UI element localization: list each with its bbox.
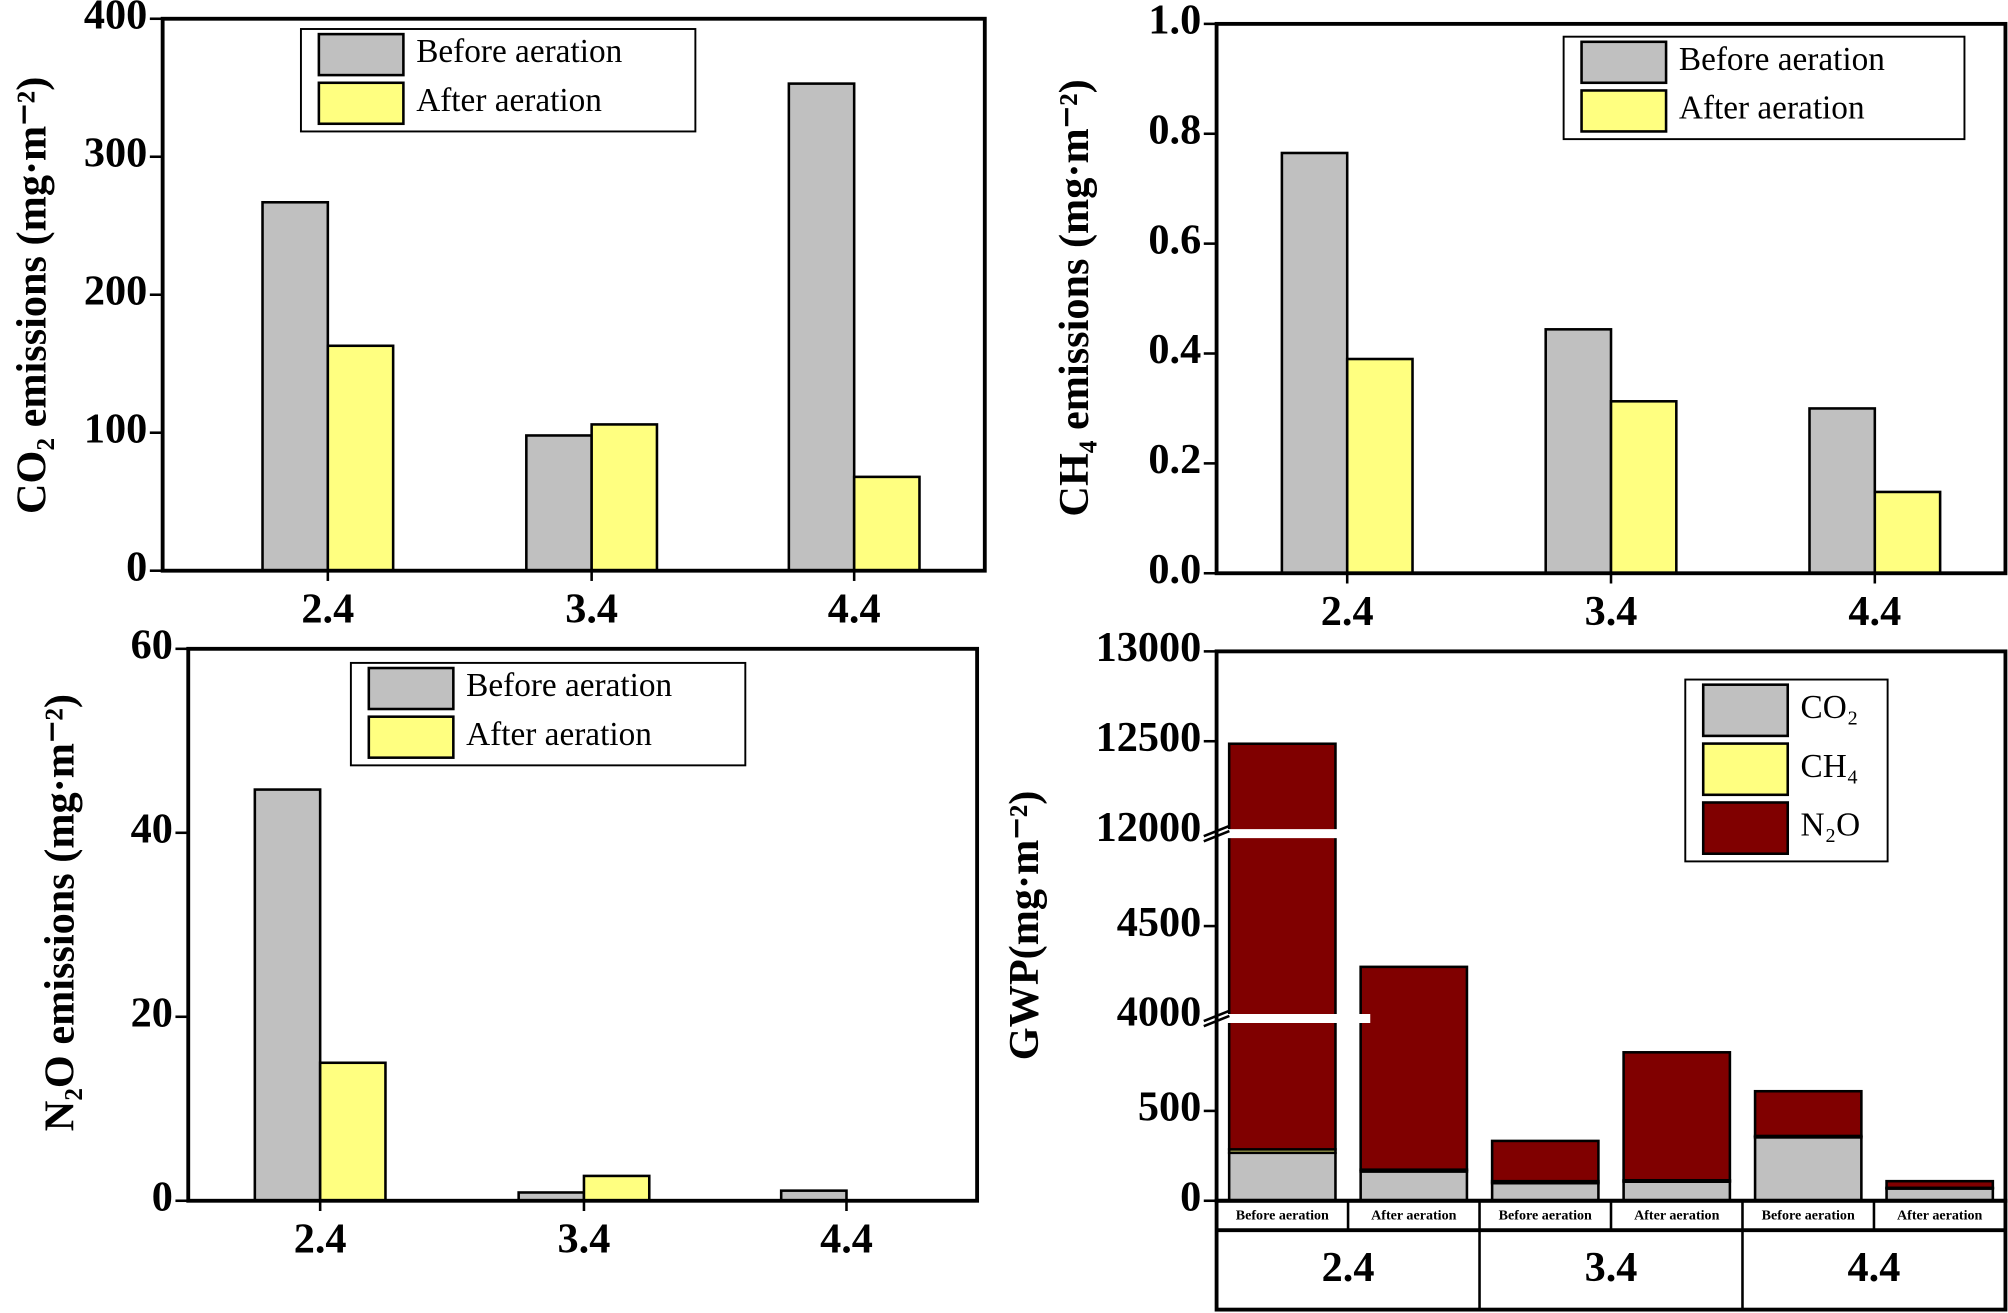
legend-swatch [1580,40,1668,85]
bar-segment [1490,1139,1600,1183]
bar-segment [1359,1170,1469,1203]
legend-label: Before aeration [416,33,622,70]
y-tick-label: 400 [84,0,147,38]
y-tick-label: 12500 [1096,714,1202,761]
y-tick-label: 0.4 [1148,326,1201,373]
y-tick-label: 13000 [1096,624,1202,671]
bar [1808,407,1877,575]
plot-frame [1214,21,2008,576]
y-tick-label: 60 [131,622,173,669]
bar-segment [1885,1179,1995,1190]
y-tick-label: 20 [131,989,173,1036]
legend-swatch [367,715,455,759]
x-tick-label: 2.4 [294,1216,347,1263]
legend-label: After aeration [466,716,652,753]
bar-segment [1622,1051,1732,1182]
y-tick-label: 1.0 [1148,0,1201,44]
legend-label: CO₂ [1801,689,1859,726]
bar-segment [1490,1181,1600,1203]
y-tick-label: 0.2 [1148,436,1201,483]
bar [253,788,322,1203]
legend-label: Before aeration [1679,41,1885,78]
bar-segment [1622,1180,1732,1203]
y-tick-label: 40 [131,806,173,853]
x-tick-label: 3.4 [558,1216,611,1263]
bar-segment [1753,1089,1863,1138]
x-sub-label: After aeration [1371,1207,1457,1223]
x-tick-label: 3.4 [1585,588,1638,635]
bar-segment [1359,965,1469,1171]
x-group-label: 3.4 [1585,1244,1638,1291]
x-tick-label: 2.4 [301,586,354,633]
x-sub-label: Before aeration [1236,1207,1329,1223]
bar [1873,490,1942,575]
x-tick-label: 4.4 [820,1216,873,1263]
x-tick-label: 4.4 [828,586,881,633]
y-axis-label: GWP(mg·m⁻²) [1001,791,1048,1061]
x-tick-label: 3.4 [565,586,618,633]
y-axis-label: N₂O emissions (mg·m⁻²) [37,694,84,1131]
bar-segment [1753,1136,1863,1203]
bar [525,434,593,572]
x-sub-label: After aeration [1634,1207,1720,1223]
bar [1544,328,1613,575]
bar-segment [1227,742,1337,1151]
bar [590,423,659,572]
y-tick-label: 0 [152,1173,173,1220]
x-tick-label: 4.4 [1848,588,1901,635]
x-sub-label: After aeration [1897,1207,1983,1223]
x-group-label: 2.4 [1322,1244,1375,1291]
legend-label: Before aeration [466,667,672,704]
y-tick-label: 300 [84,129,147,176]
legend-label: After aeration [416,82,602,119]
y-axis-label: CH₄ emissions (mg·m⁻²) [1051,79,1098,516]
legend-swatch [1701,742,1790,797]
bar [582,1174,651,1203]
plot-frame [186,646,980,1203]
plot-frame [160,16,987,573]
legend-swatch [1580,89,1668,133]
bar-segment [1227,1151,1337,1203]
bar [261,200,330,572]
legend-swatch [317,81,405,126]
y-tick-label: 0.8 [1148,106,1201,153]
legend-swatch [1701,683,1790,738]
y-tick-label: 0 [126,543,147,590]
bar [1345,357,1414,575]
bar [1280,151,1349,575]
y-tick-label: 100 [84,405,147,452]
x-tick-label: 2.4 [1321,588,1374,635]
plot-frame [1214,649,2008,1203]
bar [787,82,856,572]
y-tick-label: 12000 [1096,804,1202,851]
legend-swatch [367,666,455,711]
legend-swatch [1701,801,1790,855]
legend-label: N₂O [1801,807,1861,844]
legend-swatch [317,32,405,77]
bar [852,475,921,572]
x-sub-label: Before aeration [1762,1207,1855,1223]
y-tick-label: 4000 [1117,989,1202,1036]
y-axis-label: CO₂ emissions (mg·m⁻²) [9,77,56,514]
bar [1609,400,1678,575]
legend-label: After aeration [1679,90,1865,127]
y-tick-label: 500 [1138,1084,1201,1131]
y-tick-label: 0.6 [1148,216,1201,263]
x-group-label: 4.4 [1848,1244,1901,1291]
y-tick-label: 0 [1180,1173,1201,1220]
x-sub-label: Before aeration [1499,1207,1592,1223]
y-tick-label: 0.0 [1148,546,1201,593]
bar [326,344,395,572]
legend-label: CH₄ [1801,748,1859,785]
bar [318,1061,387,1203]
y-tick-label: 4500 [1117,899,1202,946]
y-tick-label: 200 [84,267,147,314]
